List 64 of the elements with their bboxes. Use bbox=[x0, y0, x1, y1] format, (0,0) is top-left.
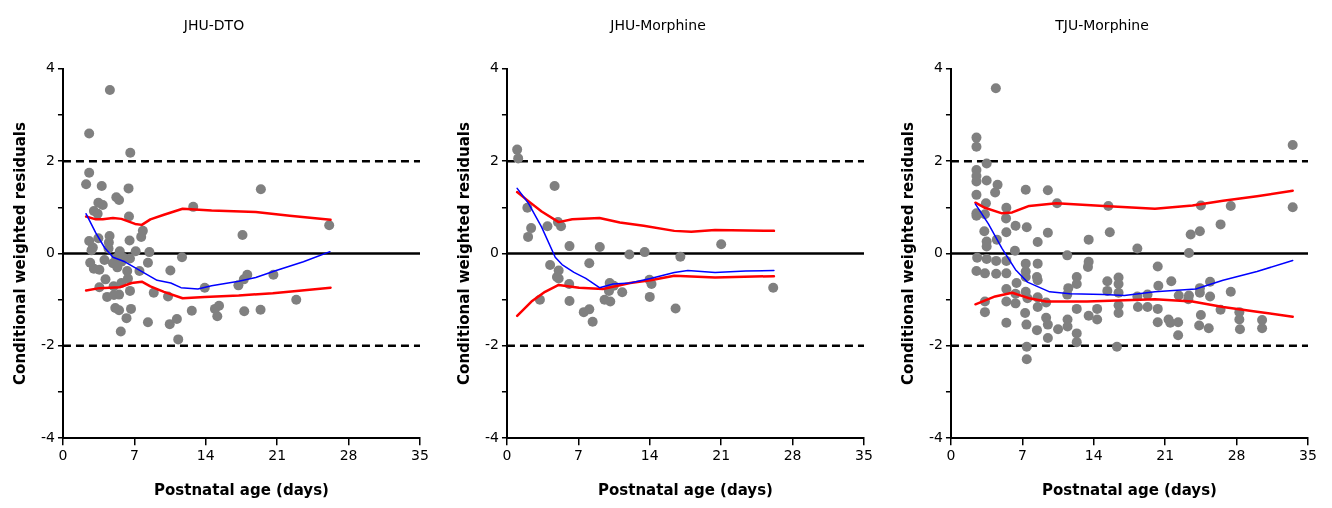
x-axis-title: Postnatal age (days) bbox=[154, 480, 329, 499]
x-tick-label: 35 bbox=[411, 447, 429, 464]
y-tick-label: 0 bbox=[490, 244, 499, 261]
x-tick-label: 0 bbox=[58, 447, 68, 464]
point bbox=[644, 291, 655, 302]
x-tick-label: 0 bbox=[502, 447, 512, 464]
y-axis-title: Conditional weighted residuals bbox=[898, 122, 917, 385]
y-tick-label: 2 bbox=[46, 151, 55, 168]
y-tick-label: -4 bbox=[484, 428, 500, 445]
x-tick-label: 7 bbox=[129, 447, 139, 464]
y-tick-label: -2 bbox=[484, 336, 499, 353]
point bbox=[545, 260, 556, 271]
point bbox=[549, 181, 560, 192]
x-tick-label: 35 bbox=[1299, 447, 1317, 464]
point bbox=[768, 282, 779, 293]
point bbox=[512, 144, 523, 155]
y-tick-label: 4 bbox=[490, 59, 500, 76]
point bbox=[594, 242, 605, 253]
point bbox=[617, 287, 628, 298]
point bbox=[675, 251, 686, 262]
x-tick-label: 28 bbox=[783, 447, 802, 464]
x-axis-title: Postnatal age (days) bbox=[1042, 480, 1217, 499]
point bbox=[542, 221, 553, 232]
x-tick-label: 28 bbox=[1227, 447, 1246, 464]
point bbox=[564, 296, 575, 307]
y-tick-label: -4 bbox=[928, 428, 944, 445]
y-tick-label: -2 bbox=[928, 336, 943, 353]
x-tick-label: 7 bbox=[1017, 447, 1027, 464]
y-tick-label: -4 bbox=[40, 428, 56, 445]
point bbox=[605, 296, 616, 307]
x-axis-title: Postnatal age (days) bbox=[598, 480, 773, 499]
point bbox=[526, 223, 537, 234]
y-tick-label: 2 bbox=[490, 151, 499, 168]
y-tick-label: 4 bbox=[46, 59, 56, 76]
x-tick-label: 14 bbox=[1084, 447, 1103, 464]
y-tick-label: 4 bbox=[934, 59, 944, 76]
y-tick-label: 0 bbox=[46, 244, 55, 261]
x-tick-label: 35 bbox=[855, 447, 873, 464]
chart-title: TJU-Morphine bbox=[1054, 17, 1149, 34]
point bbox=[716, 239, 727, 250]
x-tick-label: 28 bbox=[339, 447, 358, 464]
point bbox=[584, 304, 595, 315]
point bbox=[670, 303, 681, 314]
chart-title: JHU-DTO bbox=[182, 17, 245, 34]
x-tick-label: 21 bbox=[268, 447, 287, 464]
point bbox=[564, 241, 575, 252]
point bbox=[584, 258, 595, 269]
point bbox=[639, 247, 650, 258]
x-tick-label: 7 bbox=[573, 447, 583, 464]
y-tick-label: -2 bbox=[40, 336, 55, 353]
point bbox=[523, 231, 534, 242]
point bbox=[513, 153, 524, 164]
x-tick-label: 0 bbox=[946, 447, 956, 464]
point bbox=[587, 316, 598, 327]
x-tick-label: 21 bbox=[1156, 447, 1175, 464]
x-tick-label: 14 bbox=[640, 447, 659, 464]
x-tick-label: 21 bbox=[712, 447, 731, 464]
x-tick-label: 14 bbox=[196, 447, 215, 464]
y-tick-label: 2 bbox=[934, 151, 943, 168]
chart-title: JHU-Morphine bbox=[609, 17, 706, 34]
y-tick-label: 0 bbox=[934, 244, 943, 261]
point bbox=[624, 249, 635, 260]
y-axis-title: Conditional weighted residuals bbox=[454, 122, 473, 385]
y-axis-title: Conditional weighted residuals bbox=[10, 122, 29, 385]
